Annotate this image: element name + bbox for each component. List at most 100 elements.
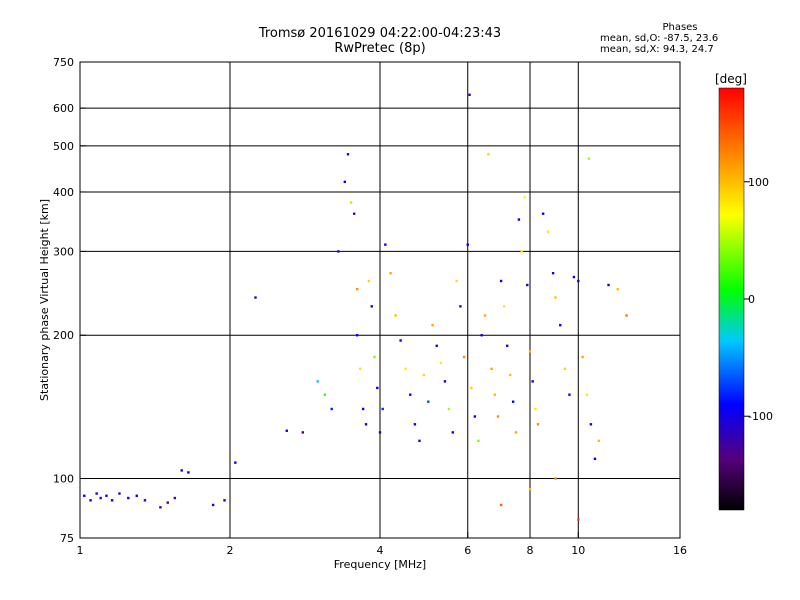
phase-stats: Phases mean, sd,O: -87.5, 23.6 mean, sd,… <box>600 22 730 55</box>
data-point <box>381 407 384 411</box>
chart-title-line2: RwPretec (8p) <box>334 41 426 56</box>
data-point <box>389 272 392 275</box>
data-point <box>83 494 86 497</box>
data-point <box>349 201 353 204</box>
data-point <box>323 393 327 396</box>
chart-title-line1: Tromsø 20161029 04:22:00-04:23:43 <box>258 26 502 41</box>
colorbar-label: [deg] <box>715 72 747 86</box>
data-point <box>502 305 506 308</box>
data-point <box>597 439 601 443</box>
data-point <box>554 296 557 299</box>
x-axis-label: Frequency [MHz] <box>334 558 426 571</box>
data-point <box>541 212 545 215</box>
data-point <box>554 477 557 480</box>
x-tick-label: 4 <box>377 544 384 557</box>
data-point <box>404 367 407 371</box>
data-point <box>528 350 532 353</box>
colorbar-tick-label: 100 <box>748 176 769 189</box>
data-point <box>409 393 412 396</box>
colorbar-ticks: 100 0 -100 <box>744 176 773 423</box>
y-tick-label: 100 <box>53 473 74 486</box>
data-point <box>593 457 597 461</box>
x-tick-label: 6 <box>464 544 471 557</box>
data-point <box>99 496 102 500</box>
data-point <box>536 423 540 426</box>
data-point <box>110 499 114 502</box>
data-point <box>418 439 421 443</box>
data-point <box>577 279 580 283</box>
y-tick-label: 400 <box>53 186 74 199</box>
colorbar-tick-label: -100 <box>748 410 773 423</box>
x-tick-label: 16 <box>673 544 687 557</box>
data-point <box>462 355 466 359</box>
data-point <box>439 361 443 365</box>
data-point <box>285 429 288 432</box>
data-point <box>399 339 402 342</box>
y-axis-ticks: 75 100 200 300 400 500 600 750 <box>53 56 86 545</box>
data-point <box>355 334 359 337</box>
data-point <box>352 212 356 215</box>
data-point <box>490 367 493 371</box>
data-point <box>384 243 387 246</box>
data-point <box>373 355 376 359</box>
data-point <box>413 423 417 426</box>
data-point <box>517 218 521 221</box>
data-point <box>511 400 515 403</box>
data-point <box>473 415 477 418</box>
data-point <box>394 314 397 317</box>
data-point <box>422 373 426 377</box>
data-point <box>443 380 447 383</box>
colorbar-tick-label: 0 <box>748 293 755 306</box>
data-point <box>364 423 368 426</box>
data-point <box>337 250 340 253</box>
data-point <box>523 195 526 199</box>
data-point <box>559 323 562 327</box>
data-point <box>546 230 550 233</box>
data-point <box>301 431 305 434</box>
data-point <box>514 431 518 434</box>
data-point <box>105 494 108 497</box>
data-point <box>254 296 257 299</box>
data-point <box>577 518 580 521</box>
data-point <box>526 283 529 287</box>
y-axis-label: Stationary phase Virtual Height [km] <box>38 199 51 401</box>
data-point <box>477 439 480 443</box>
data-point <box>455 279 458 283</box>
data-point <box>496 415 500 418</box>
data-point <box>466 243 469 246</box>
data-point <box>431 323 434 327</box>
data-point <box>159 506 162 509</box>
data-point <box>180 469 183 472</box>
data-point <box>355 287 359 291</box>
data-point <box>343 180 347 184</box>
data-point <box>427 400 430 403</box>
phase-stats-o: mean, sd,O: -87.5, 23.6 <box>600 33 719 44</box>
data-point <box>563 367 567 371</box>
data-point <box>143 499 147 502</box>
data-point <box>367 279 371 283</box>
data-point <box>607 283 610 287</box>
data-point <box>616 287 619 291</box>
data-point <box>505 344 509 348</box>
data-point <box>135 494 138 497</box>
data-point <box>487 153 490 156</box>
data-point <box>568 393 571 396</box>
data-point <box>330 407 333 411</box>
y-tick-label: 300 <box>53 245 74 258</box>
data-point <box>378 431 382 434</box>
y-tick-label: 200 <box>53 329 74 342</box>
grid-lines <box>80 62 680 538</box>
data-point <box>376 386 379 390</box>
data-point <box>118 492 121 495</box>
data-point <box>493 393 497 396</box>
data-point <box>468 93 471 96</box>
data-point <box>480 334 483 337</box>
y-tick-label: 600 <box>53 102 74 115</box>
data-point <box>211 503 215 507</box>
data-point <box>127 496 130 500</box>
data-point <box>625 314 628 317</box>
x-tick-label: 2 <box>227 544 234 557</box>
data-point <box>499 279 503 283</box>
data-point <box>508 373 512 377</box>
